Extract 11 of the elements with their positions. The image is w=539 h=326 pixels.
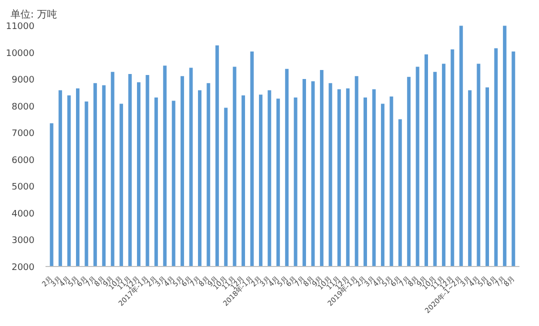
y-tick-label: 7000: [12, 129, 35, 140]
y-tick-label: 8000: [12, 102, 35, 112]
y-tick-label: 5000: [12, 182, 35, 193]
y-tick-label: 6000: [12, 156, 35, 166]
y-tick-label: 11000: [6, 22, 35, 32]
y-tick-label: 3000: [12, 236, 35, 246]
y-tick-label: 9000: [12, 76, 35, 86]
y-tick-label: 2000: [12, 263, 35, 273]
y-axis-title: 单位: 万吨: [10, 8, 58, 20]
y-tick-label: 10000: [6, 48, 35, 59]
y-tick-label: 4000: [12, 209, 35, 220]
